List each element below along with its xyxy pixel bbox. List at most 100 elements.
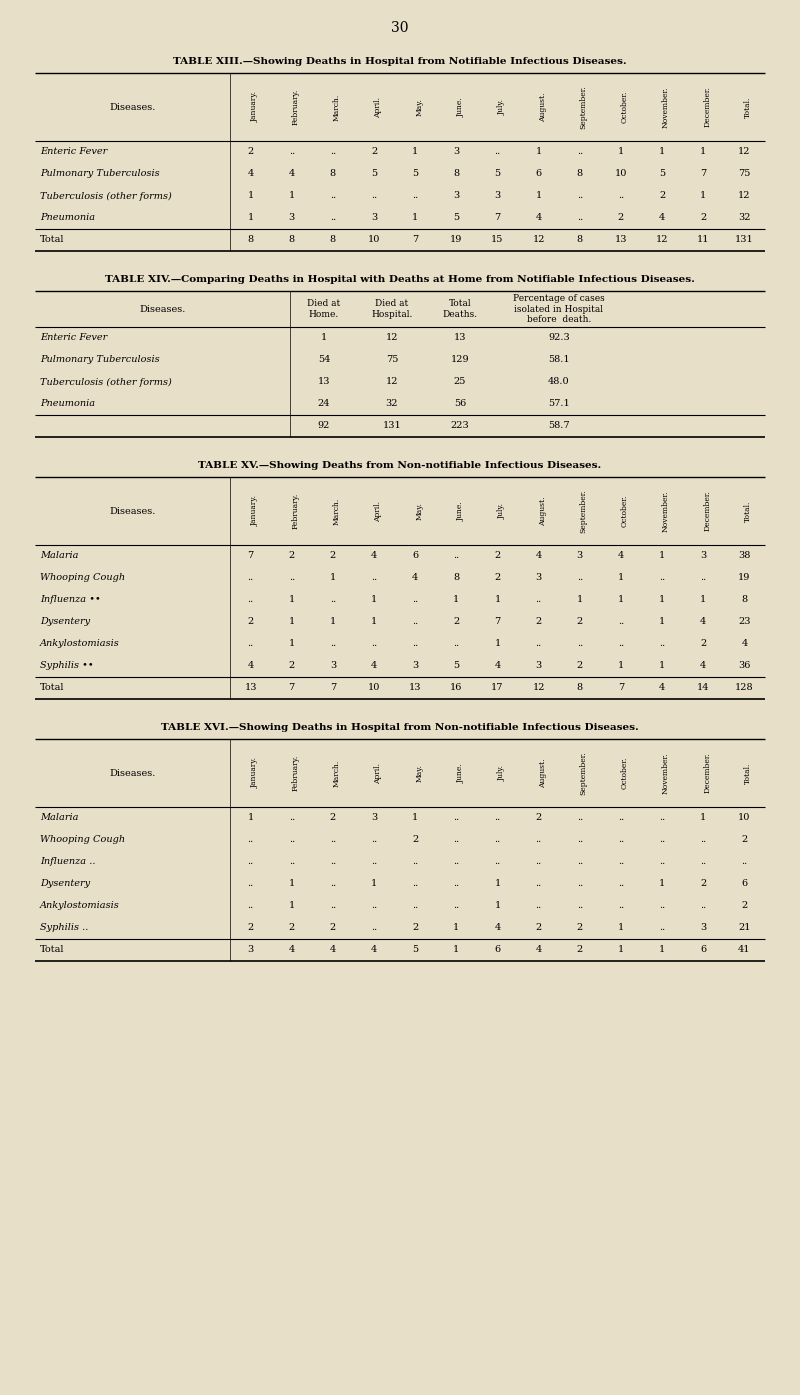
Text: 4: 4 bbox=[659, 213, 666, 222]
Text: 8: 8 bbox=[577, 236, 583, 244]
Text: 6: 6 bbox=[700, 946, 706, 954]
Text: Enteric Fever: Enteric Fever bbox=[40, 333, 107, 343]
Text: 1: 1 bbox=[247, 213, 254, 222]
Text: ..: .. bbox=[247, 596, 254, 604]
Text: 1: 1 bbox=[371, 596, 377, 604]
Text: 3: 3 bbox=[412, 661, 418, 671]
Text: 2: 2 bbox=[412, 923, 418, 932]
Text: 4: 4 bbox=[247, 661, 254, 671]
Text: Influenza ••: Influenza •• bbox=[40, 596, 101, 604]
Text: August.: August. bbox=[538, 759, 546, 788]
Text: 7: 7 bbox=[412, 236, 418, 244]
Text: 58.7: 58.7 bbox=[548, 421, 570, 431]
Text: ..: .. bbox=[659, 573, 666, 583]
Text: 1: 1 bbox=[494, 879, 501, 889]
Text: 2: 2 bbox=[742, 836, 747, 844]
Text: 1: 1 bbox=[535, 148, 542, 156]
Text: February.: February. bbox=[292, 89, 300, 126]
Text: February.: February. bbox=[292, 492, 300, 529]
Text: 5: 5 bbox=[454, 661, 459, 671]
Text: October.: October. bbox=[621, 91, 629, 123]
Text: January.: January. bbox=[250, 92, 258, 123]
Text: ..: .. bbox=[700, 901, 706, 911]
Text: ..: .. bbox=[618, 879, 624, 889]
Text: 4: 4 bbox=[659, 684, 666, 692]
Text: April.: April. bbox=[374, 96, 382, 117]
Text: 4: 4 bbox=[494, 923, 501, 932]
Text: 4: 4 bbox=[289, 170, 295, 179]
Text: 7: 7 bbox=[330, 684, 336, 692]
Text: 21: 21 bbox=[738, 923, 750, 932]
Text: 19: 19 bbox=[450, 236, 462, 244]
Text: 1: 1 bbox=[412, 813, 418, 823]
Text: 1: 1 bbox=[289, 879, 295, 889]
Text: July.: July. bbox=[498, 504, 506, 519]
Text: ..: .. bbox=[618, 618, 624, 626]
Text: 2: 2 bbox=[535, 813, 542, 823]
Text: ..: .. bbox=[289, 573, 295, 583]
Text: 2: 2 bbox=[330, 551, 336, 561]
Text: 1: 1 bbox=[577, 596, 583, 604]
Text: Malaria: Malaria bbox=[40, 551, 78, 561]
Text: May.: May. bbox=[415, 98, 423, 116]
Text: 92: 92 bbox=[318, 421, 330, 431]
Text: July.: July. bbox=[498, 99, 506, 114]
Text: 8: 8 bbox=[289, 236, 294, 244]
Text: 1: 1 bbox=[289, 596, 295, 604]
Text: 2: 2 bbox=[742, 901, 747, 911]
Text: ..: .. bbox=[700, 858, 706, 866]
Text: ..: .. bbox=[412, 191, 418, 201]
Text: Total.: Total. bbox=[745, 96, 753, 117]
Text: 4: 4 bbox=[247, 170, 254, 179]
Text: 1: 1 bbox=[618, 923, 624, 932]
Text: September.: September. bbox=[580, 751, 588, 795]
Text: 10: 10 bbox=[614, 170, 627, 179]
Text: 1: 1 bbox=[659, 148, 666, 156]
Text: 16: 16 bbox=[450, 684, 462, 692]
Text: November.: November. bbox=[662, 86, 670, 128]
Text: 57.1: 57.1 bbox=[548, 399, 570, 409]
Text: ..: .. bbox=[412, 901, 418, 911]
Text: April.: April. bbox=[374, 501, 382, 522]
Text: 7: 7 bbox=[247, 551, 254, 561]
Text: 8: 8 bbox=[577, 170, 583, 179]
Text: ..: .. bbox=[412, 879, 418, 889]
Text: 13: 13 bbox=[409, 684, 422, 692]
Text: 7: 7 bbox=[494, 213, 501, 222]
Text: March.: March. bbox=[333, 93, 341, 120]
Text: ..: .. bbox=[371, 573, 377, 583]
Text: 5: 5 bbox=[412, 946, 418, 954]
Text: 6: 6 bbox=[412, 551, 418, 561]
Text: Ankylostomiasis: Ankylostomiasis bbox=[40, 901, 120, 911]
Text: 12: 12 bbox=[656, 236, 668, 244]
Text: 3: 3 bbox=[535, 573, 542, 583]
Text: TABLE XV.—Showing Deaths from Non-notifiable Infectious Diseases.: TABLE XV.—Showing Deaths from Non-notifi… bbox=[198, 460, 602, 470]
Text: ..: .. bbox=[330, 191, 336, 201]
Text: 10: 10 bbox=[368, 236, 380, 244]
Text: 2: 2 bbox=[494, 551, 501, 561]
Text: Diseases.: Diseases. bbox=[110, 102, 156, 112]
Text: 1: 1 bbox=[289, 639, 295, 649]
Text: 1: 1 bbox=[535, 191, 542, 201]
Text: 36: 36 bbox=[738, 661, 750, 671]
Text: 11: 11 bbox=[697, 236, 710, 244]
Text: 1: 1 bbox=[289, 901, 295, 911]
Text: ..: .. bbox=[330, 148, 336, 156]
Text: Diseases.: Diseases. bbox=[110, 506, 156, 516]
Text: ..: .. bbox=[535, 596, 542, 604]
Text: 8: 8 bbox=[330, 170, 336, 179]
Text: 3: 3 bbox=[454, 148, 459, 156]
Text: 13: 13 bbox=[244, 684, 257, 692]
Text: 2: 2 bbox=[700, 879, 706, 889]
Text: 2: 2 bbox=[535, 618, 542, 626]
Text: 1: 1 bbox=[618, 661, 624, 671]
Text: April.: April. bbox=[374, 763, 382, 784]
Text: 23: 23 bbox=[738, 618, 750, 626]
Text: 2: 2 bbox=[247, 923, 254, 932]
Text: August.: August. bbox=[538, 92, 546, 121]
Text: 2: 2 bbox=[577, 618, 583, 626]
Text: February.: February. bbox=[292, 755, 300, 791]
Text: ..: .. bbox=[577, 858, 583, 866]
Text: ..: .. bbox=[289, 813, 295, 823]
Text: 8: 8 bbox=[742, 596, 747, 604]
